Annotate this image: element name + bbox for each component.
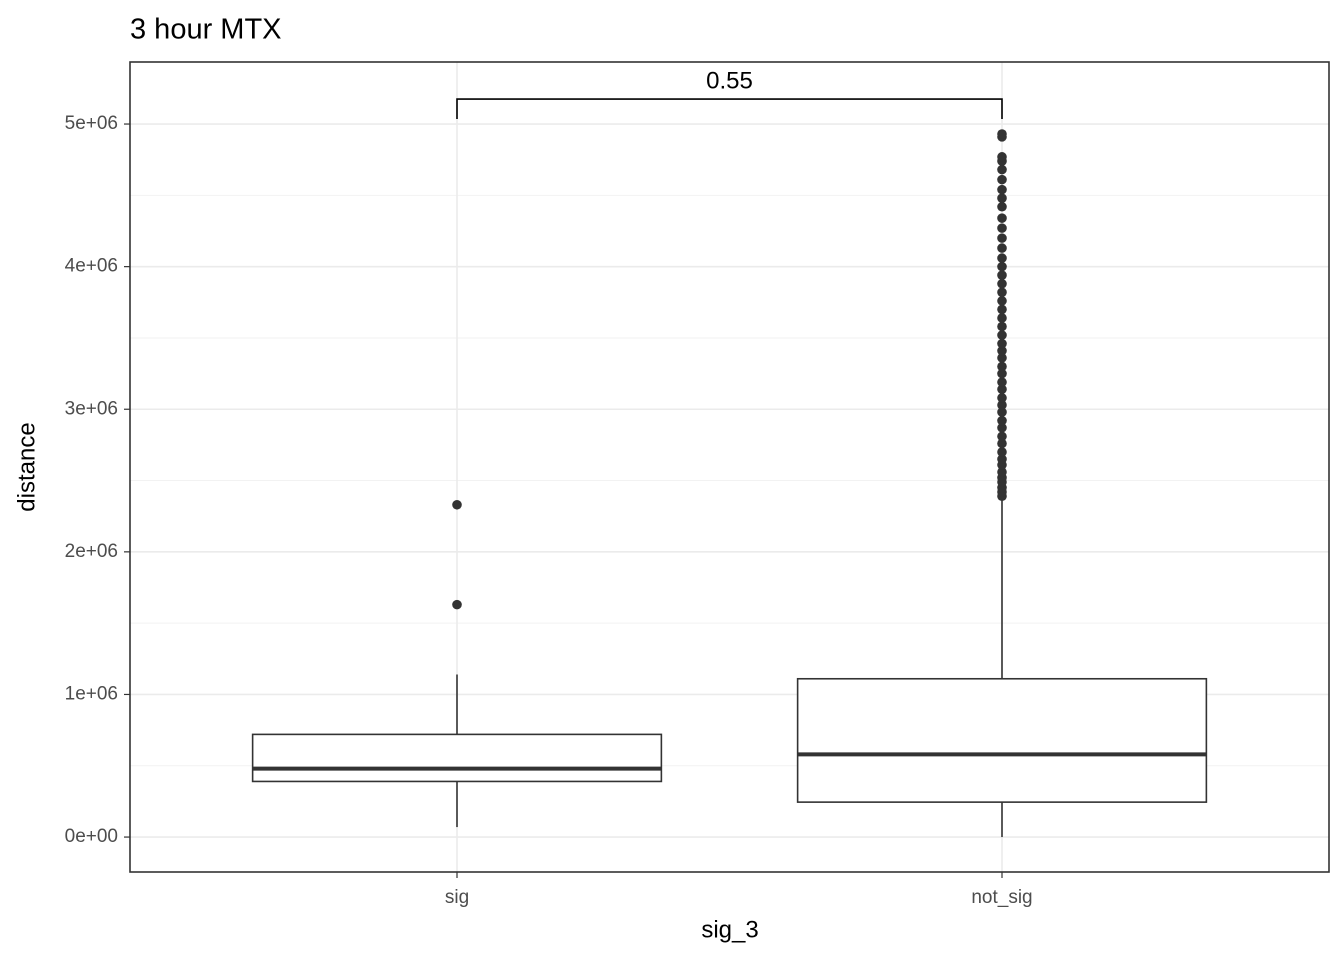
outlier bbox=[997, 152, 1007, 162]
y-tick-label: 4e+06 bbox=[65, 256, 118, 277]
outlier bbox=[997, 438, 1007, 449]
outlier bbox=[997, 243, 1007, 253]
outlier bbox=[997, 193, 1007, 203]
outlier bbox=[997, 431, 1007, 442]
outlier bbox=[997, 361, 1007, 372]
outlier bbox=[997, 447, 1007, 457]
outlier bbox=[997, 164, 1007, 175]
outlier bbox=[452, 599, 462, 610]
outlier bbox=[997, 278, 1007, 289]
chart-title: 3 hour MTX bbox=[130, 14, 282, 46]
outlier bbox=[997, 304, 1007, 315]
y-axis-title: distance bbox=[13, 422, 40, 511]
outlier bbox=[997, 201, 1007, 212]
outlier bbox=[997, 353, 1007, 363]
outlier bbox=[997, 233, 1007, 243]
outlier bbox=[997, 368, 1007, 379]
y-tick-label: 1e+06 bbox=[65, 683, 118, 704]
outlier bbox=[997, 454, 1007, 464]
outlier bbox=[997, 467, 1007, 477]
x-tick-label: not_sig bbox=[971, 887, 1032, 908]
outlier bbox=[997, 393, 1007, 403]
outlier bbox=[997, 415, 1007, 426]
outlier bbox=[997, 313, 1007, 323]
significance-label: 0.55 bbox=[706, 67, 753, 94]
outlier bbox=[997, 330, 1007, 340]
outlier bbox=[997, 184, 1007, 195]
outlier bbox=[997, 345, 1007, 356]
y-tick-label: 2e+06 bbox=[65, 541, 118, 562]
box bbox=[796, 677, 1208, 803]
x-tick-label: sig bbox=[445, 887, 469, 908]
panel-border bbox=[129, 61, 1330, 873]
outlier bbox=[997, 338, 1007, 349]
outlier bbox=[997, 296, 1007, 306]
y-tick-label: 5e+06 bbox=[65, 113, 118, 134]
outlier bbox=[997, 287, 1007, 298]
y-tick-label: 0e+00 bbox=[65, 826, 118, 847]
outlier bbox=[997, 261, 1007, 272]
outlier bbox=[997, 377, 1007, 387]
outlier bbox=[997, 384, 1007, 395]
x-axis-title: sig_3 bbox=[701, 916, 758, 943]
outlier bbox=[997, 253, 1007, 263]
box bbox=[251, 733, 663, 783]
significance-bracket bbox=[456, 98, 1003, 120]
outlier bbox=[452, 499, 462, 510]
outlier bbox=[997, 223, 1007, 233]
outlier bbox=[997, 400, 1007, 410]
outlier bbox=[997, 321, 1007, 332]
outlier bbox=[997, 213, 1007, 223]
outlier bbox=[997, 129, 1007, 139]
outlier bbox=[997, 270, 1007, 280]
outlier bbox=[997, 174, 1007, 185]
outlier bbox=[997, 422, 1007, 433]
y-tick-label: 3e+06 bbox=[65, 398, 118, 419]
outlier bbox=[997, 407, 1007, 417]
